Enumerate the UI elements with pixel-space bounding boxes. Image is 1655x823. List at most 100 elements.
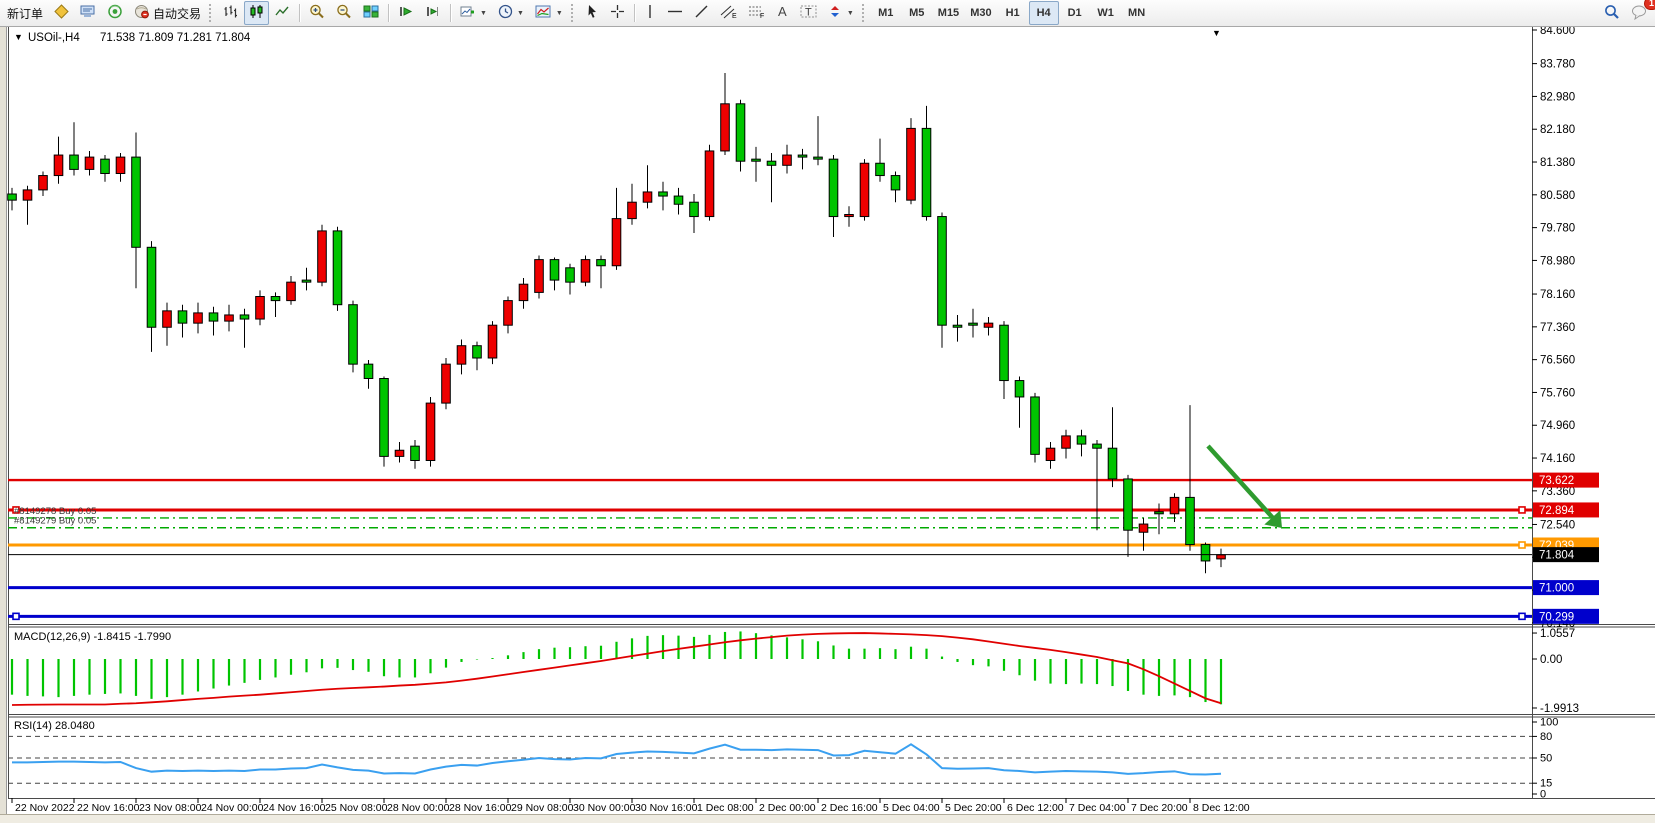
line-handle — [1518, 506, 1526, 514]
autotrading-icon — [134, 4, 150, 22]
candle-body — [487, 324, 498, 359]
text-label-button[interactable]: T — [795, 1, 822, 25]
chart-title: ▼ USOil-,H4 71.538 71.809 71.281 71.804 ▼ — [14, 28, 1221, 44]
candle-body — [983, 322, 994, 328]
auto-trading-button[interactable]: 自动交易 — [129, 1, 206, 25]
candle-body — [534, 259, 544, 293]
macd-axis-label: -1.9913 — [1540, 703, 1579, 715]
rsi-axis-label: 15 — [1540, 778, 1552, 790]
timeframe-w1-button[interactable]: W1 — [1091, 1, 1121, 25]
crosshair-button[interactable] — [605, 1, 630, 25]
auto-scroll-button[interactable] — [393, 1, 419, 25]
timeframe-m5-button[interactable]: M5 — [902, 1, 932, 25]
timeframe-m1-button[interactable]: M1 — [871, 1, 901, 25]
main-toolbar: 新订单 自动交易 ▼ ▼ — [0, 0, 1655, 27]
candle-body — [317, 230, 327, 283]
tile-windows-icon — [363, 4, 379, 22]
pane-borders — [8, 26, 1655, 799]
candle-body — [549, 259, 560, 281]
candle-body — [208, 312, 219, 322]
timeframe-h1-button[interactable]: H1 — [998, 1, 1028, 25]
rsi-line — [12, 743, 1222, 776]
bar-chart-icon — [223, 4, 238, 22]
new-chart-button[interactable]: ▼ — [455, 1, 492, 25]
candle-body — [363, 363, 374, 379]
candle-body — [751, 158, 761, 162]
candle-body — [301, 279, 312, 283]
equidistant-channel-button[interactable]: E — [715, 1, 742, 25]
arrows-icon — [828, 4, 843, 22]
price-badge — [1533, 608, 1599, 624]
candle-body — [565, 267, 575, 283]
time-axis[interactable]: 22 Nov 2022 22 Nov 16:00 23 Nov 08:00 24 No… — [11, 798, 1250, 814]
candlestick-chart-button[interactable] — [244, 1, 270, 25]
candle-body — [162, 310, 172, 328]
price-tick-label: 74.160 — [1540, 453, 1575, 465]
rsi-label: RSI(14) 28.0480 — [14, 720, 95, 732]
candle-body — [611, 218, 622, 267]
zoom-out-button[interactable] — [331, 1, 357, 25]
rsi-axis-label: 0 — [1540, 789, 1546, 801]
candle-body — [100, 158, 110, 174]
period-button[interactable]: ▼ — [493, 1, 529, 25]
clock-icon — [498, 4, 513, 22]
timeframe-label: H4 — [1036, 7, 1051, 19]
notifications-button[interactable]: 1 — [1626, 0, 1655, 25]
candle-body — [890, 175, 901, 191]
horizontal-line-button[interactable] — [662, 1, 688, 25]
search-button[interactable] — [1599, 1, 1625, 25]
modify-order-button[interactable] — [49, 1, 74, 25]
new-order-button[interactable]: 新订单 — [2, 1, 48, 25]
candle-body — [131, 156, 141, 248]
price-badge — [1533, 580, 1599, 596]
price-tick-label: 83.780 — [1540, 59, 1575, 71]
signals-button[interactable] — [102, 1, 128, 25]
candle-body — [1014, 380, 1025, 398]
annotation-arrow[interactable] — [1206, 444, 1282, 528]
candle-body — [797, 154, 808, 158]
timeframe-label: M1 — [878, 7, 894, 19]
timeframe-label: MN — [1128, 7, 1146, 19]
trendline-button[interactable] — [689, 1, 714, 25]
candle-body — [1216, 554, 1226, 560]
channel-icon: E — [720, 4, 737, 22]
timeframe-d1-button[interactable]: D1 — [1060, 1, 1090, 25]
timeframe-h4-button[interactable]: H4 — [1028, 1, 1059, 25]
timeframe-m30-button[interactable]: M30 — [965, 1, 996, 25]
chart-shift-button[interactable] — [420, 1, 446, 25]
cursor-button[interactable] — [580, 1, 604, 25]
time-axis-label: 24 Nov 16:00 — [263, 802, 326, 814]
indicators-button[interactable]: ▼ — [530, 1, 568, 25]
terminal-button[interactable] — [75, 1, 101, 25]
arrows-button[interactable]: ▼ — [823, 1, 859, 25]
tile-windows-button[interactable] — [358, 1, 384, 25]
time-axis-label: 25 Nov 08:00 — [325, 802, 388, 814]
candle-body — [1061, 435, 1071, 449]
horizontal-lines-layer[interactable] — [8, 478, 1532, 621]
text-button[interactable]: A — [771, 1, 794, 25]
bar-chart-button[interactable] — [218, 1, 243, 25]
candle-body — [115, 156, 126, 175]
chevron-down-icon: ▼ — [516, 9, 524, 17]
line-chart-icon — [275, 4, 290, 22]
timeframe-mn-button[interactable]: MN — [1122, 1, 1152, 25]
zoom-in-button[interactable] — [304, 1, 330, 25]
time-axis-label: 5 Dec 04:00 — [883, 802, 940, 814]
terminal-icon — [80, 4, 96, 22]
line-chart-button[interactable] — [270, 1, 295, 25]
search-icon — [1604, 4, 1620, 23]
time-axis-label: 22 Nov 16:00 — [77, 802, 140, 814]
open-positions-layer: #8149278 Buy 0.05#8149279 Buy 0.05 — [8, 506, 1532, 529]
symbol-marker-icon: ▼ — [14, 32, 23, 42]
ohlc-values: 71.538 71.809 71.281 71.804 — [100, 32, 251, 44]
vertical-line-button[interactable] — [639, 1, 661, 25]
candle-body — [1045, 447, 1056, 462]
candle-body — [704, 150, 715, 218]
fibonacci-button[interactable]: F — [743, 1, 770, 25]
candle-body — [952, 324, 963, 328]
timeframe-label: W1 — [1097, 7, 1114, 19]
timeframe-m15-button[interactable]: M15 — [933, 1, 964, 25]
time-axis-label: 30 Nov 16:00 — [635, 802, 698, 814]
